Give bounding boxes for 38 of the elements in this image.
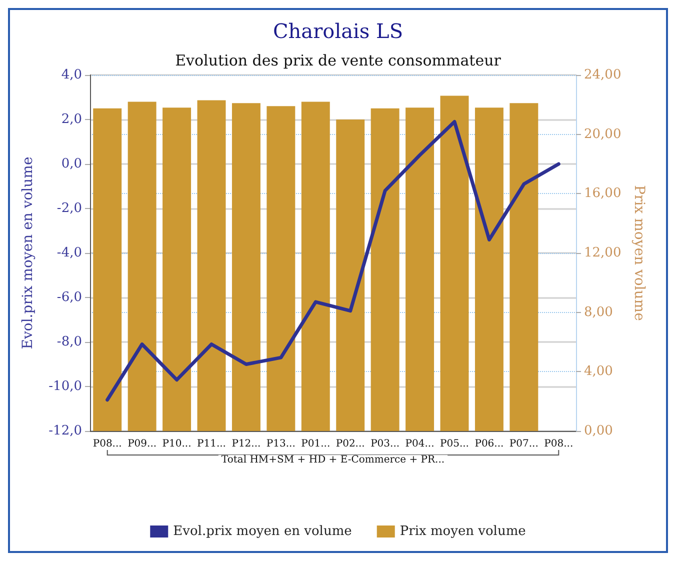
y2-tick-label: 0,00 xyxy=(584,424,613,438)
x-tick-label: P08... xyxy=(92,438,122,450)
x-tick-label: P06... xyxy=(474,438,504,450)
x-tick-label: P10... xyxy=(162,438,192,450)
y-tick-label: -8,0 xyxy=(56,334,82,350)
x-tick-label: P09... xyxy=(128,438,157,450)
y-tick-label: 0,0 xyxy=(61,156,82,172)
line-series xyxy=(106,120,560,402)
x-axis-title: Total HM+SM + HD + E-Commerce + PR... xyxy=(221,454,445,466)
y2-tick-label: 24,00 xyxy=(584,68,622,82)
y2-tick-label: 20,00 xyxy=(584,126,622,142)
x-tick-label: P08... xyxy=(544,438,574,450)
y-tick-label: -2,0 xyxy=(56,201,82,216)
x-tick-label: P07... xyxy=(509,438,538,450)
x-tick-label: P02... xyxy=(336,438,365,450)
y-tick-label: -4,0 xyxy=(56,246,82,260)
x-tick-label: P13... xyxy=(266,438,296,450)
y-tick-label: -10,0 xyxy=(48,379,82,394)
y2-tick-label: 12,00 xyxy=(584,246,622,260)
y2-tick-label: 8,00 xyxy=(584,304,613,320)
y-axis-title: Evol.prix moyen en volume xyxy=(20,156,36,350)
legend-label: Prix moyen volume xyxy=(400,524,526,539)
legend-label: Evol.prix moyen en volume xyxy=(173,524,352,539)
y-tick-label: -12,0 xyxy=(48,424,82,438)
x-tick-label: P01... xyxy=(301,438,330,450)
y-tick-label: -6,0 xyxy=(56,290,82,305)
x-tick-label: P04... xyxy=(405,438,434,450)
y-tick-label: 4,0 xyxy=(61,68,82,82)
x-tick-label: P05... xyxy=(440,438,469,450)
chart-subtitle: Evolution des prix de vente consommateur xyxy=(175,52,502,70)
y2-tick-label: 16,00 xyxy=(584,186,622,202)
x-tick-label: P12... xyxy=(232,438,261,450)
y2-axis-title: Prix moyen volume xyxy=(631,185,648,321)
x-tick-label: P11... xyxy=(197,438,226,450)
x-tick-label: P03... xyxy=(370,438,400,450)
chart-title: Charolais LS xyxy=(272,19,404,43)
y2-tick-label: 4,00 xyxy=(584,364,613,380)
y-tick-label: 2,0 xyxy=(61,112,82,127)
